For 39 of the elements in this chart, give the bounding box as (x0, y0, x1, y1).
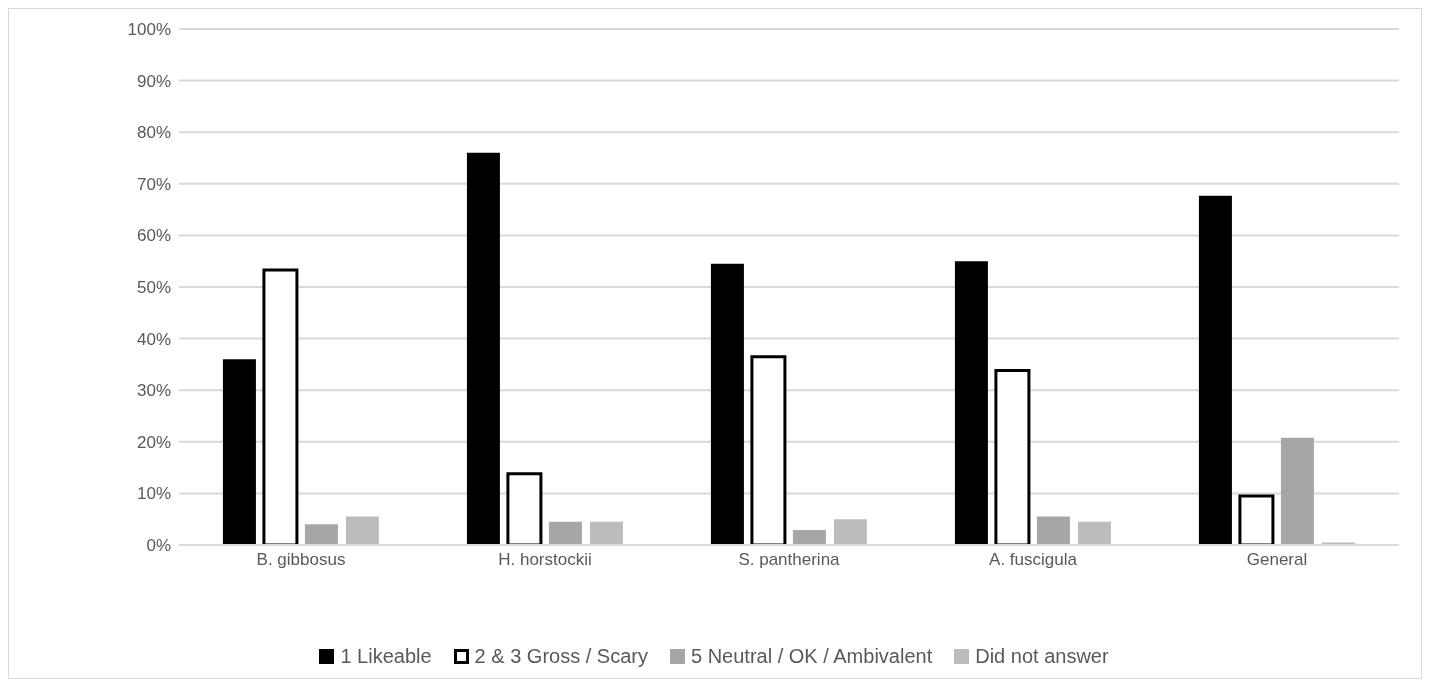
x-tick-label: General (1246, 550, 1308, 570)
bar (589, 521, 623, 545)
y-tick-label: 70% (136, 174, 171, 194)
bar (262, 268, 299, 545)
y-tick-label: 0% (146, 536, 171, 556)
bar (506, 472, 543, 545)
bar (994, 369, 1031, 545)
y-tick-label: 60% (136, 226, 171, 246)
x-tick-label: H. horstockii (498, 550, 592, 570)
x-tick-label: A. fuscigula (989, 550, 1078, 570)
bar (833, 519, 867, 545)
bar (954, 261, 988, 545)
y-tick-label: 40% (136, 329, 171, 349)
legend-label: 5 Neutral / OK / Ambivalent (690, 645, 933, 668)
bar (222, 359, 256, 545)
y-tick-label: 50% (136, 278, 171, 298)
legend-label: 1 Likeable (340, 645, 432, 668)
y-tick-label: 30% (136, 381, 171, 401)
bar (1280, 437, 1314, 545)
bar (345, 516, 379, 545)
y-tick-label: 90% (136, 71, 171, 91)
bar (1077, 521, 1111, 545)
x-tick-label: B. gibbosus (256, 550, 346, 570)
bar (466, 152, 500, 545)
bar (304, 524, 338, 545)
bar (1036, 516, 1070, 545)
x-tick-label: S. pantherina (738, 550, 841, 570)
bar (710, 263, 744, 545)
y-tick-label: 80% (136, 123, 171, 143)
legend-label: Did not answer (975, 645, 1109, 668)
y-tick-label: 100% (127, 20, 171, 40)
bar (1198, 195, 1232, 545)
legend-label: 2 & 3 Gross / Scary (474, 645, 648, 668)
y-tick-label: 10% (136, 484, 171, 504)
y-tick-label: 20% (136, 432, 171, 452)
bar (750, 355, 787, 545)
bar (1238, 494, 1275, 545)
bar (792, 530, 826, 545)
bar (548, 521, 582, 545)
